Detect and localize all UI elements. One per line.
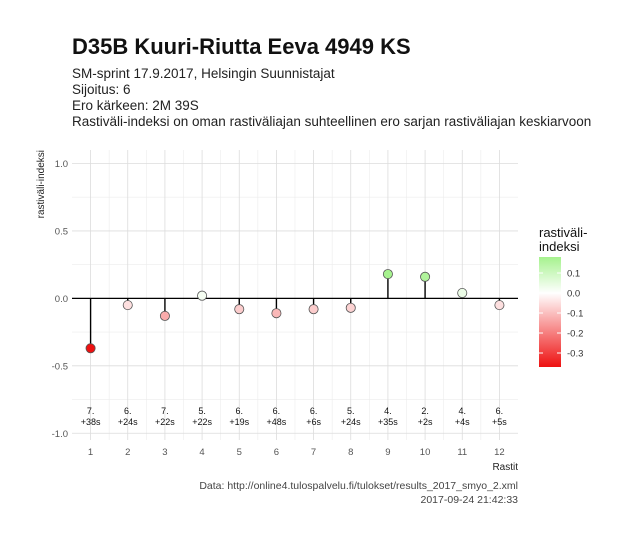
x-tick-label: 7 <box>311 447 316 458</box>
data-point <box>234 304 245 315</box>
y-tick-label: 0.5 <box>55 226 68 237</box>
data-point <box>308 304 319 315</box>
point-label-diff: +2s <box>418 417 433 427</box>
point-label-diff: +24s <box>118 417 138 427</box>
data-point <box>345 302 356 313</box>
axes: -1.0-0.50.00.51.01 2 3 4 5 6 7 8 9 10 11 12Rastitra… <box>36 150 518 473</box>
point-label-diff: +38s <box>81 417 101 427</box>
data-point <box>457 287 468 298</box>
y-tick-label: 0.0 <box>55 294 68 305</box>
timestamp: 2017-09-24 21:42:33 <box>420 494 519 506</box>
grid <box>72 150 518 440</box>
data-point <box>494 300 505 311</box>
x-axis-title: Rastit <box>492 462 518 473</box>
legend-title: rastiväli- <box>539 225 587 240</box>
point-label-rank: 4. <box>458 406 466 416</box>
y-axis-title: rastiväli-indeksi <box>36 150 47 218</box>
point-labels: 7.+38s6.+24s7.+22s5.+22s6.+19s6.+48s6.+6… <box>81 406 508 427</box>
legend-tick-label: 0.0 <box>567 289 580 300</box>
point-label-diff: +6s <box>306 417 321 427</box>
x-tick-label: 4 <box>199 447 204 458</box>
legend-tick-label: 0.1 <box>567 269 580 280</box>
subtitle-gap: Ero kärkeen: 2M 39S <box>72 98 199 113</box>
point-label-rank: 2. <box>421 406 429 416</box>
data-source: Data: http://online4.tulospalvelu.fi/tul… <box>199 480 518 492</box>
x-tick-label: 10 <box>420 447 431 458</box>
legend-colorbar <box>539 257 561 367</box>
data-point <box>420 271 431 282</box>
legend-tick-label: -0.3 <box>567 349 583 360</box>
data-point <box>197 290 208 301</box>
point-label-diff: +22s <box>192 417 212 427</box>
points <box>85 269 505 354</box>
point-label-rank: 6. <box>235 406 243 416</box>
legend-tick-label: -0.2 <box>567 329 583 340</box>
legend-tick-label: -0.1 <box>567 309 583 320</box>
data-point <box>122 300 133 311</box>
point-label-rank: 6. <box>310 406 318 416</box>
y-tick-label: 1.0 <box>55 159 68 170</box>
x-tick-label: 6 <box>274 447 279 458</box>
point-label-diff: +4s <box>455 417 470 427</box>
point-label-rank: 7. <box>161 406 169 416</box>
point-label-diff: +22s <box>155 417 175 427</box>
x-tick-label: 9 <box>385 447 390 458</box>
x-tick-label: 1 <box>88 447 93 458</box>
data-point <box>85 343 96 354</box>
point-label-diff: +24s <box>341 417 361 427</box>
legend-title: indeksi <box>539 239 580 254</box>
point-label-diff: +5s <box>492 417 507 427</box>
subtitle-description: Rastiväli-indeksi on oman rastiväliajan … <box>72 114 592 129</box>
subtitle-event: SM-sprint 17.9.2017, Helsingin Suunnista… <box>72 66 335 81</box>
point-label-rank: 5. <box>347 406 355 416</box>
x-tick-label: 11 <box>457 447 467 458</box>
legend: rastiväli-indeksi 0.1 0.0 -0.1 -0.2 -0.3 <box>539 225 587 367</box>
data-point <box>159 310 170 321</box>
point-label-rank: 7. <box>87 406 95 416</box>
point-label-diff: +35s <box>378 417 398 427</box>
point-label-rank: 5. <box>198 406 206 416</box>
subtitle-placement: Sijoitus: 6 <box>72 82 131 97</box>
point-label-diff: +48s <box>267 417 287 427</box>
chart-title: D35B Kuuri-Riutta Eeva 4949 KS <box>72 34 411 59</box>
point-label-rank: 6. <box>124 406 132 416</box>
y-tick-label: -0.5 <box>52 361 68 372</box>
data-point <box>382 269 393 280</box>
point-label-rank: 4. <box>384 406 392 416</box>
point-label-rank: 6. <box>496 406 504 416</box>
x-tick-label: 2 <box>125 447 130 458</box>
y-tick-label: -1.0 <box>52 429 68 440</box>
point-label-rank: 6. <box>273 406 281 416</box>
x-tick-label: 12 <box>494 447 505 458</box>
x-tick-label: 5 <box>237 447 242 458</box>
x-tick-label: 3 <box>162 447 167 458</box>
data-point <box>271 308 282 319</box>
point-label-diff: +19s <box>229 417 249 427</box>
x-tick-label: 8 <box>348 447 353 458</box>
